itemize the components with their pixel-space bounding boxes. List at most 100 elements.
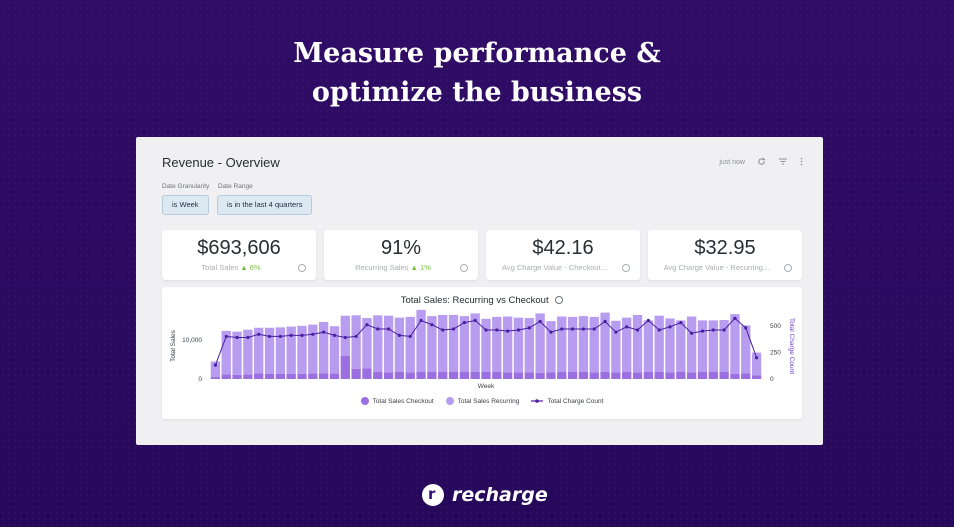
bar-recurring: [351, 315, 361, 369]
kpi-value: 91%: [380, 237, 422, 259]
recharge-logo-icon: [422, 484, 444, 506]
bar-checkout: [427, 372, 437, 379]
refresh-icon[interactable]: [757, 157, 766, 168]
bar-recurring: [264, 327, 275, 374]
bar-recurring: [751, 352, 762, 376]
filter-pill-granularity[interactable]: is Week: [162, 195, 209, 215]
bar-recurring: [686, 316, 697, 373]
bar-checkout: [308, 373, 318, 379]
legend-item-charge-count[interactable]: Total Charge Count: [531, 397, 603, 405]
bar-checkout: [448, 372, 459, 379]
info-icon[interactable]: [555, 296, 564, 304]
bar-recurring: [643, 320, 654, 373]
charge-count-point: [679, 320, 683, 325]
charge-count-point: [581, 327, 586, 331]
bar-checkout: [438, 372, 448, 379]
bar-recurring: [611, 320, 621, 373]
charge-count-point: [722, 328, 726, 332]
bar-recurring: [632, 314, 643, 373]
bar-recurring: [622, 317, 632, 373]
charge-count-point: [235, 335, 239, 340]
y2-tick-label: 500: [770, 323, 781, 330]
bar-checkout: [697, 372, 708, 379]
bar-recurring: [481, 318, 491, 373]
headline: Measure performance & optimize the busin…: [0, 34, 954, 112]
bar-recurring: [427, 316, 437, 373]
legend-label: Total Sales Checkout: [372, 397, 434, 405]
info-icon[interactable]: [622, 264, 630, 272]
bar-recurring: [665, 318, 675, 373]
y2-tick-label: 0: [770, 376, 774, 383]
charge-count-point: [527, 326, 531, 330]
charge-count-point: [516, 328, 521, 332]
bar-recurring: [438, 314, 448, 373]
charge-count-point: [311, 332, 315, 336]
charge-count-point: [484, 328, 488, 332]
bar-recurring: [362, 318, 372, 369]
bar-checkout: [416, 371, 426, 379]
charge-count-point: [690, 331, 694, 335]
charge-count-point: [538, 319, 542, 324]
chart-title: Total Sales: Recurring vs Checkout: [162, 295, 802, 306]
bar-recurring: [416, 309, 426, 372]
info-icon[interactable]: [298, 264, 306, 272]
filter-pill-date-range[interactable]: is in the last 4 quarters: [217, 195, 313, 215]
charge-count-point: [473, 318, 477, 323]
bar-recurring: [546, 321, 556, 373]
charge-count-point: [668, 325, 672, 329]
bar-checkout: [459, 371, 470, 379]
bar-recurring: [741, 325, 751, 374]
bar-checkout: [557, 372, 567, 379]
bar-recurring: [470, 313, 480, 373]
bar-recurring: [243, 329, 253, 375]
charge-count-point: [300, 333, 304, 337]
bar-checkout: [665, 372, 675, 379]
info-icon[interactable]: [460, 264, 468, 272]
y2-axis-label: Total Charge Count: [788, 318, 795, 374]
combo-chart: 0 10,000 0 250 500 Total Sales Total Charge Co…: [170, 309, 795, 390]
bar-recurring: [210, 361, 221, 378]
charge-count-point: [495, 328, 499, 332]
bar-recurring: [232, 331, 242, 375]
y-tick-label: 10,000: [182, 337, 202, 344]
charge-count-point: [354, 334, 358, 339]
bar-recurring: [286, 326, 296, 374]
info-icon[interactable]: [784, 264, 792, 272]
bar-checkout: [340, 355, 350, 379]
charge-count-point: [376, 327, 380, 331]
charge-count-point: [267, 334, 272, 339]
kpi-value: $693,606: [197, 237, 281, 259]
more-options-icon[interactable]: [800, 157, 803, 168]
bar-checkout: [264, 373, 275, 379]
bar-checkout: [221, 374, 231, 379]
filter-label-date-range: Date Range: [218, 183, 253, 190]
bar-recurring: [492, 316, 502, 373]
kpi-delta: ▲ 1%: [410, 263, 431, 272]
charge-count-point: [603, 319, 607, 324]
last-updated-text: just now: [719, 159, 745, 166]
bar-recurring: [676, 320, 686, 372]
legend-item-recurring[interactable]: Total Sales Recurring: [445, 397, 520, 405]
charge-count-point: [635, 328, 640, 332]
legend-item-checkout[interactable]: Total Sales Checkout: [360, 397, 434, 405]
bar-recurring: [719, 319, 729, 373]
legend-label: Total Sales Recurring: [457, 397, 520, 405]
dashboard-panel: Revenue - Overview just now Date Granula…: [136, 137, 823, 445]
bar-checkout: [318, 373, 329, 379]
bar-checkout: [394, 372, 405, 379]
filter-icon[interactable]: [778, 157, 788, 168]
bar-checkout: [524, 372, 534, 379]
charge-count-point: [744, 326, 748, 330]
bar-checkout: [730, 373, 740, 379]
filter-label-granularity: Date Granularity: [162, 183, 210, 190]
bar-checkout: [286, 373, 296, 379]
charge-count-point: [625, 325, 629, 329]
bar-recurring: [535, 313, 545, 373]
bar-recurring: [405, 316, 415, 373]
charge-count-point: [657, 328, 661, 332]
bar-recurring: [578, 316, 589, 373]
y2-tick-label: 250: [770, 349, 781, 356]
bar-checkout: [643, 372, 654, 379]
charge-count-point: [462, 320, 466, 325]
bar-checkout: [383, 372, 394, 379]
